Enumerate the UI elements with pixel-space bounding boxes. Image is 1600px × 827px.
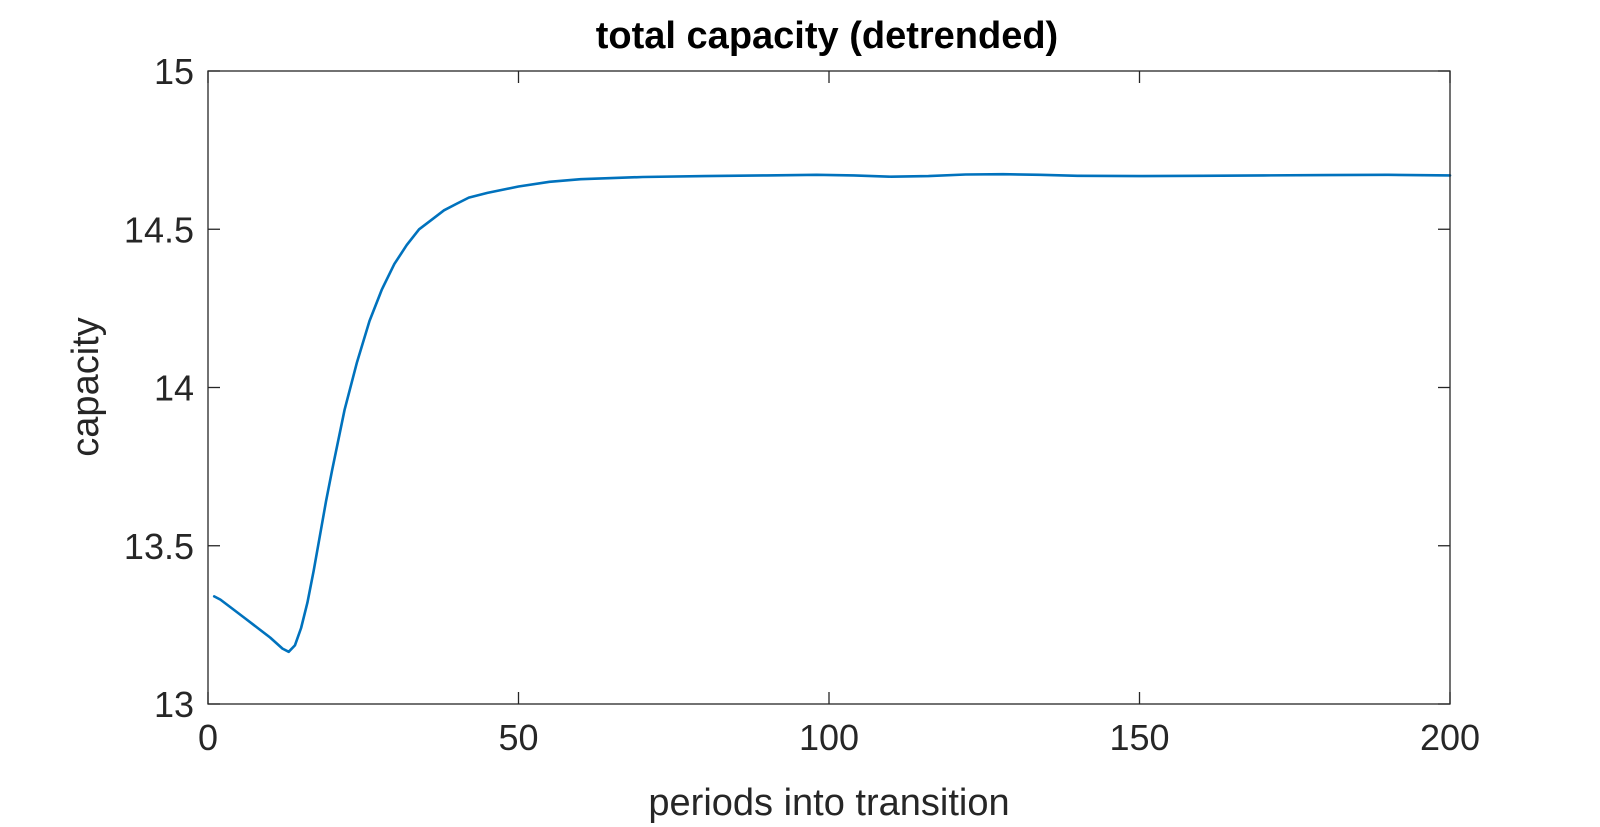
chart-title: total capacity (detrended) xyxy=(596,15,1058,57)
ticks-layer: 0 50 100 150 200 13 13.5 14 14.5 15 xyxy=(124,51,1480,758)
plot-area-frame xyxy=(207,70,1451,705)
x-tick-label: 50 xyxy=(498,717,538,758)
series-line xyxy=(212,172,1452,654)
series-layer xyxy=(212,172,1452,654)
x-tick-label: 0 xyxy=(198,717,218,758)
x-tick-label: 150 xyxy=(1109,717,1169,758)
y-tick-label: 13 xyxy=(154,684,194,725)
x-tick-label: 100 xyxy=(799,717,859,758)
y-axis-label: capacity xyxy=(65,317,107,456)
y-tick-label: 13.5 xyxy=(124,526,194,567)
x-tick-label: 200 xyxy=(1420,717,1480,758)
y-tick-label: 15 xyxy=(154,51,194,92)
x-axis-label: periods into transition xyxy=(648,782,1009,824)
y-tick-label: 14 xyxy=(154,368,194,409)
y-tick-label: 14.5 xyxy=(124,209,194,250)
